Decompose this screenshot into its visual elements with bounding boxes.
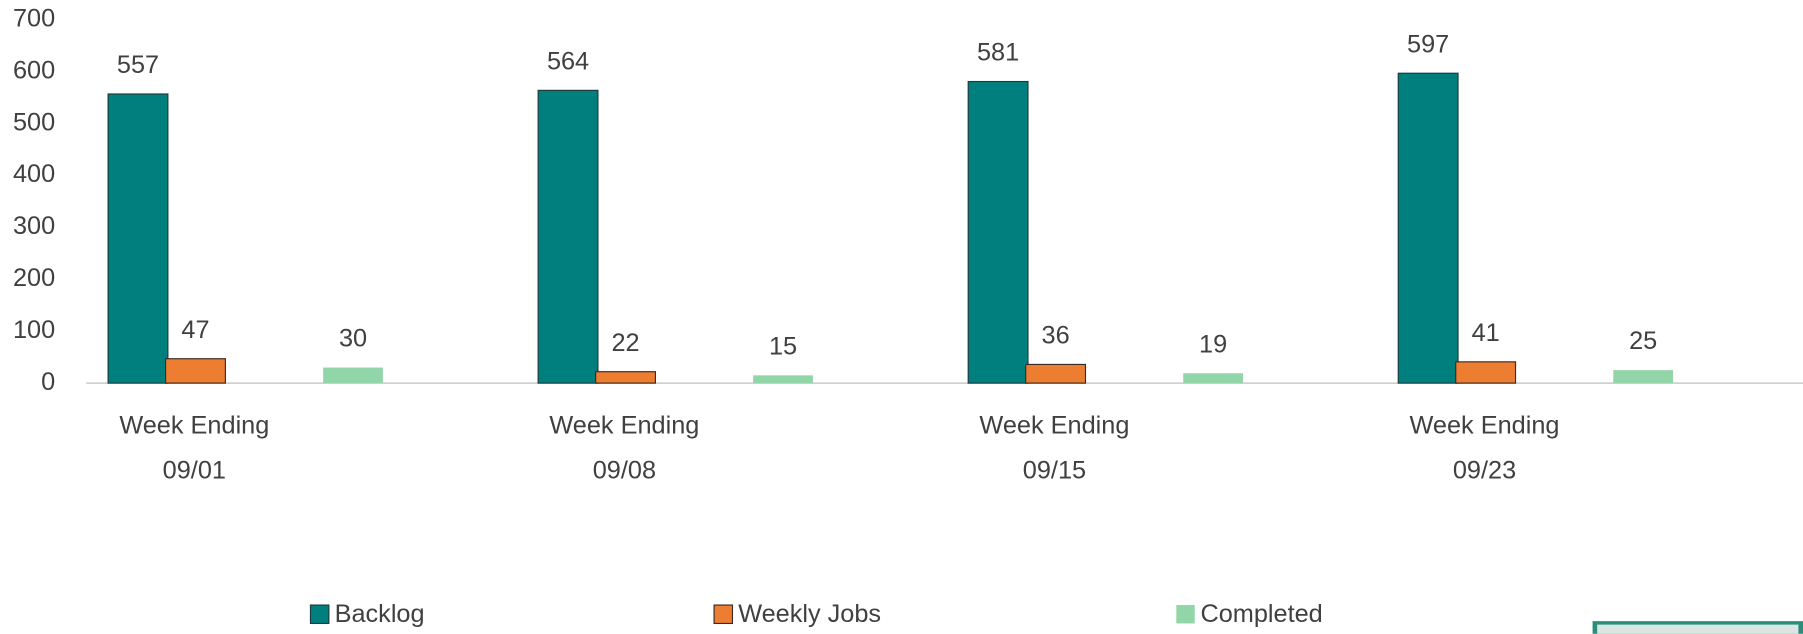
x-tick-label-box: Week Ending 09/08 xyxy=(452,403,797,495)
x-tick-label: Week Ending 09/15 xyxy=(882,403,1227,493)
x-tick-label-box: Week Ending 09/15 xyxy=(882,403,1227,495)
legend-swatch xyxy=(1176,605,1194,623)
legend-label: Weekly Jobs xyxy=(738,600,881,628)
value-label: 47 xyxy=(181,316,209,344)
value-label: 15 xyxy=(769,332,797,360)
bar xyxy=(323,368,383,384)
bar xyxy=(596,372,656,383)
value-label: 19 xyxy=(1199,330,1227,358)
legend-label: Completed xyxy=(1200,600,1322,628)
value-label: 36 xyxy=(1042,322,1070,350)
bar xyxy=(1456,362,1516,383)
chart: 0 100 200 300 400 500 600 700 Week Ending 09/01 5… xyxy=(0,0,1803,634)
bar xyxy=(1613,370,1673,383)
legend-label: Backlog xyxy=(335,600,425,628)
x-tick-label: Week Ending 09/08 xyxy=(452,403,797,493)
value-label: 557 xyxy=(117,51,159,79)
value-label: 25 xyxy=(1629,327,1657,355)
bar xyxy=(1183,373,1243,383)
value-label: 22 xyxy=(611,329,639,357)
value-label: 30 xyxy=(339,325,367,353)
y-tick-label: 300 xyxy=(13,212,55,240)
bar xyxy=(1398,73,1458,383)
bar xyxy=(1026,364,1086,383)
value-label: 41 xyxy=(1472,319,1500,347)
value-label: 564 xyxy=(547,47,589,75)
bar xyxy=(968,82,1028,384)
y-tick-label: 100 xyxy=(13,316,55,344)
y-tick-label: 600 xyxy=(13,56,55,84)
value-label: 581 xyxy=(977,39,1019,67)
y-tick-label: 400 xyxy=(13,160,55,188)
bar xyxy=(108,94,168,383)
x-tick-label-box: Week Ending 09/01 xyxy=(22,403,367,495)
bar xyxy=(538,90,598,383)
bar xyxy=(166,359,226,383)
bar xyxy=(753,375,813,383)
y-tick-label: 500 xyxy=(13,108,55,136)
y-tick-label: 0 xyxy=(41,368,55,396)
x-tick-label-box: Week Ending 09/23 xyxy=(1312,403,1657,495)
corner-thumbnail-inner xyxy=(1597,625,1798,634)
x-tick-label: Week Ending 09/23 xyxy=(1312,403,1657,493)
x-tick-label: Week Ending 09/01 xyxy=(22,403,367,493)
y-tick-label: 200 xyxy=(13,264,55,292)
legend-swatch xyxy=(310,605,328,623)
y-tick-label: 700 xyxy=(13,4,55,32)
page: 0 100 200 300 400 500 600 700 Week Ending 09/01 5… xyxy=(0,0,1803,634)
legend-swatch xyxy=(714,605,732,623)
value-label: 597 xyxy=(1407,30,1449,58)
